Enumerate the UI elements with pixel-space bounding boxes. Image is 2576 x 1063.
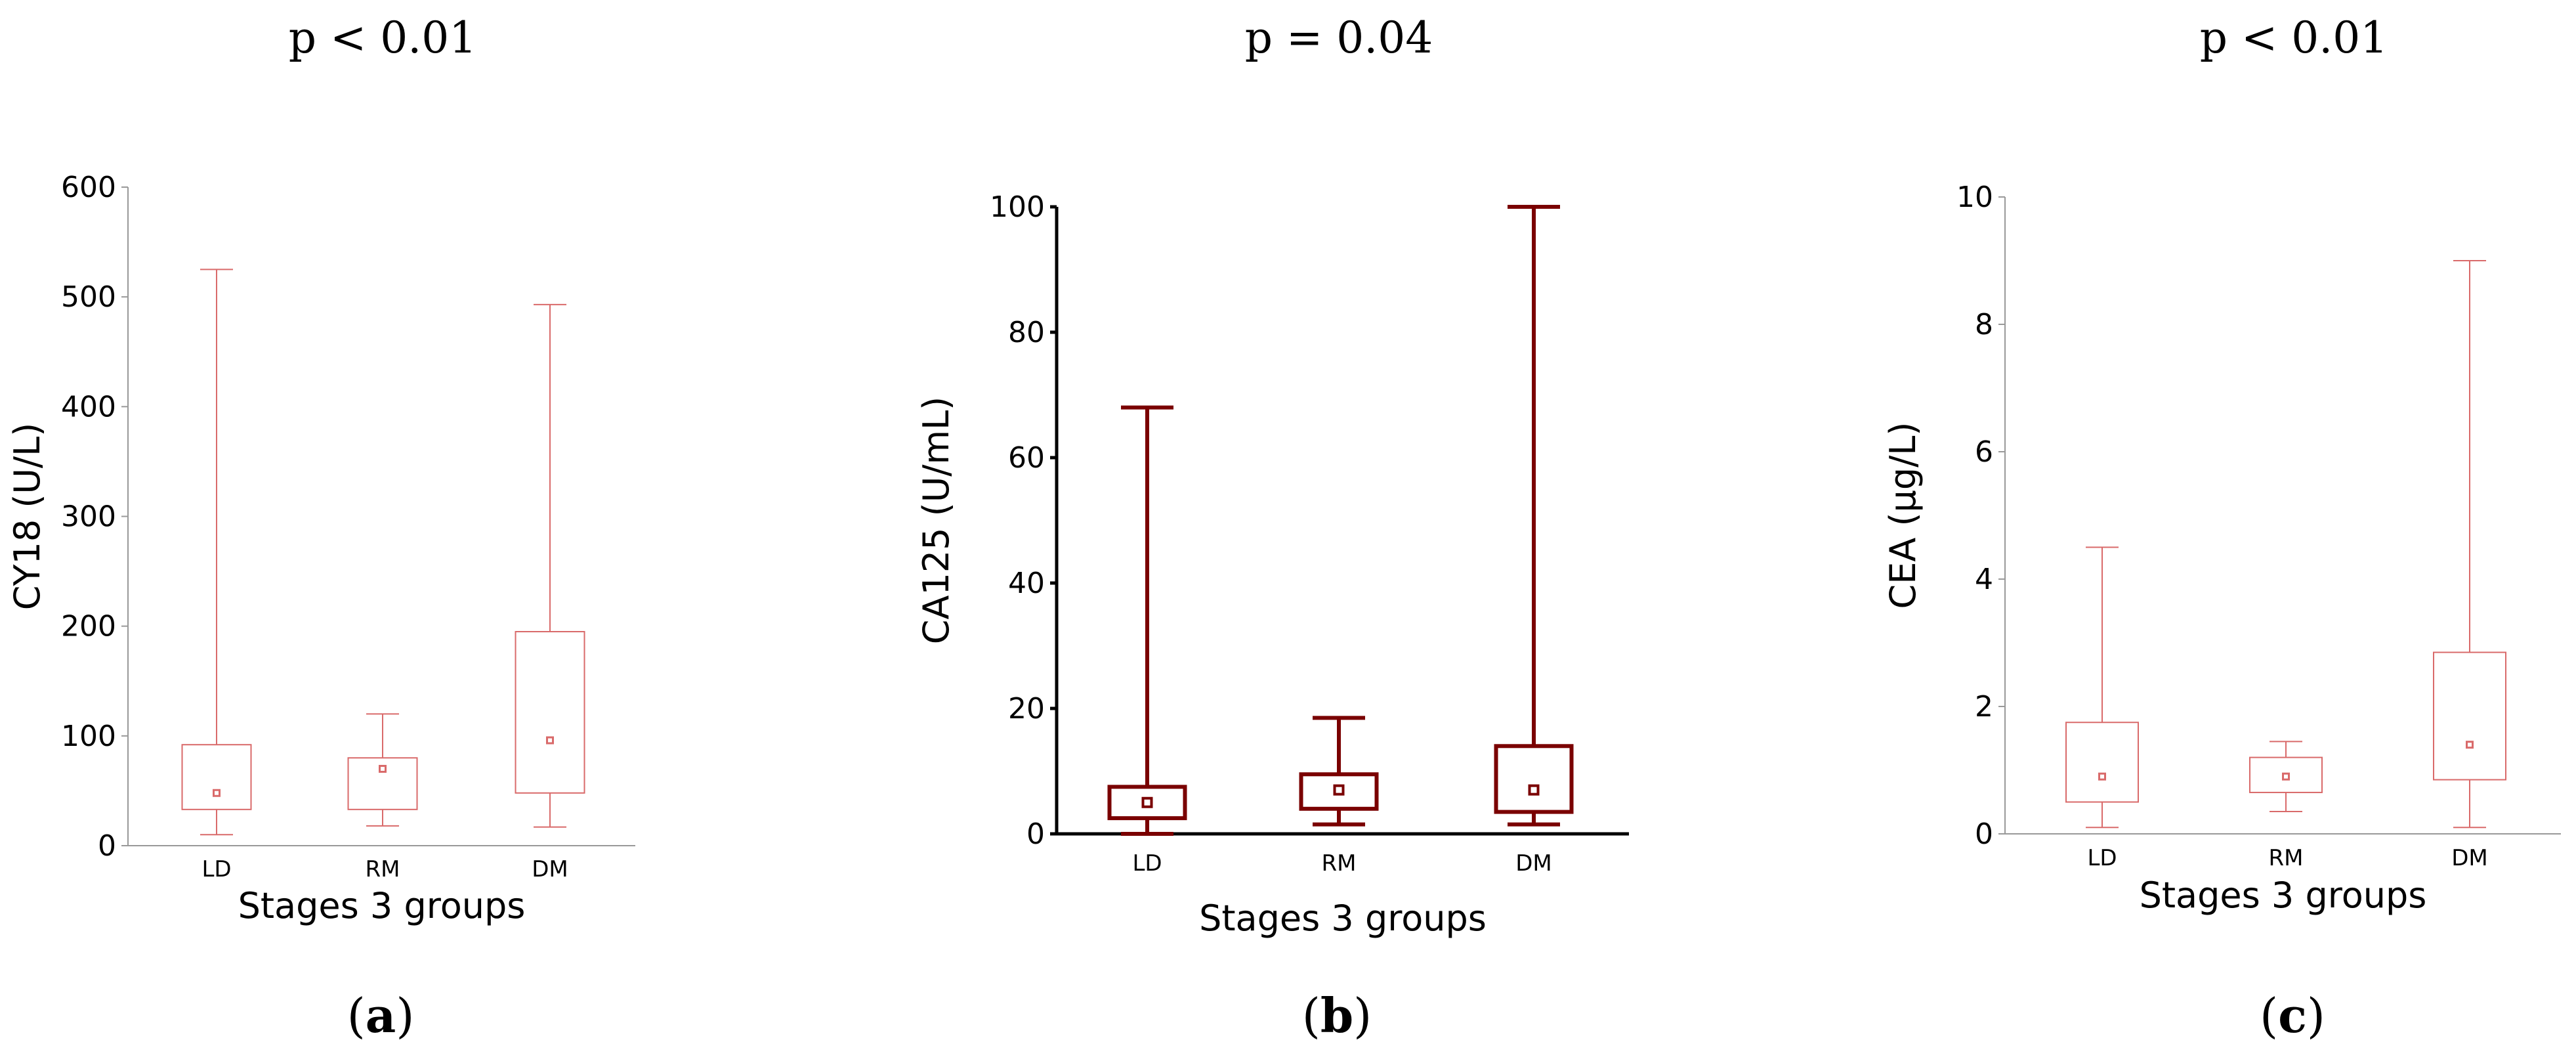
x-tick-label: DM xyxy=(2451,845,2488,871)
y-tick-label: 8 xyxy=(1975,308,1993,341)
panel-c-label: (c) xyxy=(2260,987,2325,1043)
panel-c-letter: c xyxy=(2278,987,2307,1043)
y-tick-label: 0 xyxy=(1975,817,1993,851)
box-ld xyxy=(1107,405,1187,836)
y-axis-title: CY18 (U/L) xyxy=(7,423,48,611)
x-tick-label: RM xyxy=(2269,845,2304,871)
y-tick-label: 10 xyxy=(1956,181,1993,214)
chart-a: 0 100 200 300 400 500 600 LD RM DM CY18 (U/L) Stage… xyxy=(7,171,635,926)
y-tick-label: 40 xyxy=(1008,567,1045,600)
median-marker xyxy=(1528,784,1540,796)
x-axis-title: Stages 3 groups xyxy=(238,885,526,926)
box-rm xyxy=(2249,741,2323,813)
x-tick-label: DM xyxy=(532,856,568,882)
y-tick-label: 300 xyxy=(61,500,116,534)
x-axis-title: Stages 3 groups xyxy=(2140,875,2427,916)
median-marker xyxy=(2098,772,2106,781)
y-tick-label: 500 xyxy=(61,280,116,314)
panel-b-letter: b xyxy=(1320,987,1353,1043)
box-iqr xyxy=(1107,785,1187,821)
y-axis-title: CEA (μg/L) xyxy=(1882,422,1924,609)
panel-a-letter: a xyxy=(366,987,396,1043)
x-tick-label: LD xyxy=(201,856,231,882)
y-tick-label: 20 xyxy=(1008,692,1045,726)
x-tick-label: LD xyxy=(2087,845,2117,871)
chart-b: 0 20 40 60 80 100 LD RM DM CA125 (U/mL) Stages 3 g… xyxy=(916,190,1629,939)
box-iqr xyxy=(2249,756,2323,793)
y-tick-label: 600 xyxy=(61,171,116,204)
median-marker xyxy=(2466,741,2474,749)
y-tick-label: 100 xyxy=(990,190,1045,224)
box-rm xyxy=(1299,716,1379,827)
median-marker xyxy=(546,736,554,745)
y-tick-label: 6 xyxy=(1975,435,1993,469)
x-tick-label: LD xyxy=(1132,850,1162,877)
x-axis-title: Stages 3 groups xyxy=(1199,898,1487,939)
median-marker xyxy=(2282,772,2290,781)
box-iqr xyxy=(2433,651,2506,781)
box-iqr xyxy=(1299,772,1379,811)
chart-c: 0 2 4 6 8 10 LD RM DM CEA (μg/L) Stages 3 groups xyxy=(1882,181,2561,916)
box-iqr xyxy=(347,757,418,810)
y-tick-label: 4 xyxy=(1975,563,1993,596)
y-tick-label: 0 xyxy=(1026,817,1045,851)
median-marker xyxy=(1141,796,1153,808)
box-iqr xyxy=(181,744,252,810)
median-marker xyxy=(379,764,387,773)
y-axis-title: CA125 (U/mL) xyxy=(916,397,957,644)
panel-b-label: (b) xyxy=(1302,987,1372,1043)
y-tick-label: 2 xyxy=(1975,690,1993,724)
y-tick-label: 80 xyxy=(1008,316,1045,349)
y-tick-label: 400 xyxy=(61,390,116,423)
box-dm xyxy=(515,303,585,828)
panel-a-p-value: p < 0.01 xyxy=(289,12,476,63)
panel-a-label: (a) xyxy=(347,987,415,1043)
y-tick-label: 200 xyxy=(61,610,116,643)
median-marker xyxy=(213,789,221,797)
box-dm xyxy=(1494,205,1574,827)
x-tick-label: RM xyxy=(1322,850,1357,877)
box-ld xyxy=(181,269,252,836)
y-tick-label: 60 xyxy=(1008,441,1045,475)
y-tick-label: 100 xyxy=(61,720,116,753)
y-tick-label: 0 xyxy=(98,829,116,863)
panel-c-p-value: p < 0.01 xyxy=(2200,12,2388,63)
box-rm xyxy=(347,713,418,827)
box-dm xyxy=(2433,260,2506,829)
box-iqr xyxy=(2065,722,2139,803)
median-marker xyxy=(1333,784,1345,796)
box-iqr xyxy=(1494,744,1574,814)
x-tick-label: DM xyxy=(1515,850,1552,877)
box-iqr xyxy=(515,631,585,794)
x-tick-label: RM xyxy=(366,856,400,882)
box-ld xyxy=(2065,546,2139,829)
panel-b-p-value: p = 0.04 xyxy=(1245,12,1433,63)
